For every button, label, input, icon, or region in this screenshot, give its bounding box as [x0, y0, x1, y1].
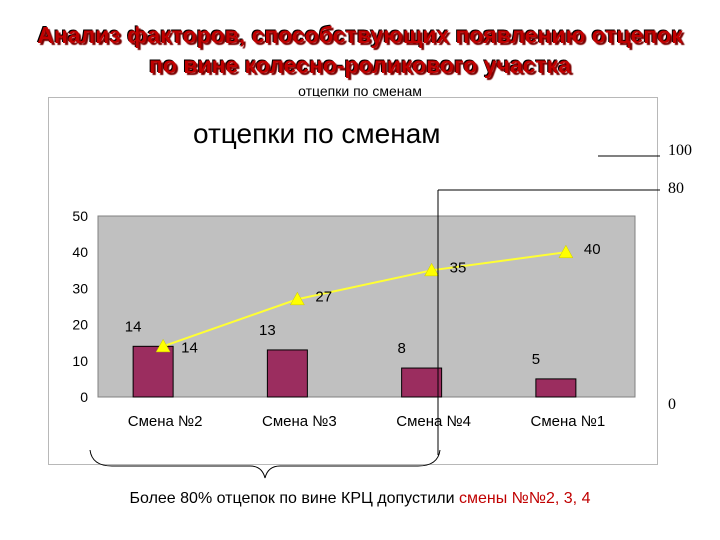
y-tick-label: 10 — [72, 353, 88, 369]
y-tick-label: 40 — [72, 244, 88, 260]
line-value-label: 40 — [584, 241, 601, 258]
bar-value-label: 5 — [532, 351, 540, 368]
y-tick-label: 20 — [72, 317, 88, 333]
bar-2 — [266, 349, 308, 398]
side-label-0: 0 — [668, 396, 676, 413]
line-value-label: 27 — [315, 288, 332, 305]
y-tick-label: 30 — [72, 280, 88, 296]
line-value-label: 35 — [450, 259, 467, 276]
plot-area — [97, 215, 636, 398]
curly-brace — [89, 449, 441, 479]
y-tick-label: 50 — [72, 208, 88, 224]
side-label-100: 100 — [668, 142, 692, 159]
footnote-text: Более 80% отцепок по вине КРЦ допустили — [129, 490, 459, 507]
chart-title: отцепки по сменам — [193, 118, 441, 149]
bar-value-label: 8 — [397, 340, 405, 357]
x-tick-label: Смена №1 — [531, 413, 606, 430]
line-value-label: 14 — [181, 339, 198, 356]
bar-3 — [401, 367, 443, 398]
footnote: Более 80% отцепок по вине КРЦ допустили … — [0, 490, 720, 508]
slide-title-line1: Анализ факторов, способствующих появлени… — [37, 22, 683, 48]
line-marker-1 — [155, 338, 171, 353]
x-tick-label: Смена №2 — [128, 413, 203, 430]
bar-value-label: 13 — [259, 322, 276, 339]
slide-title-line2: по вине колесно-роликового участка — [149, 52, 571, 78]
chart-subtitle: отцепки по сменам — [298, 83, 422, 99]
bar-1 — [132, 345, 174, 398]
line-marker-2 — [289, 291, 305, 306]
x-tick-label: Смена №4 — [396, 413, 471, 430]
line-marker-4 — [558, 244, 574, 259]
footnote-highlight: смены №№2, 3, 4 — [458, 490, 591, 507]
line-marker-3 — [424, 262, 440, 277]
y-tick-label: 0 — [80, 389, 88, 405]
x-tick-label: Смена №3 — [262, 413, 337, 430]
side-label-80: 80 — [668, 180, 684, 197]
cumulative-line — [162, 251, 567, 348]
bar-value-label: 14 — [125, 318, 142, 335]
bar-4 — [535, 378, 577, 398]
